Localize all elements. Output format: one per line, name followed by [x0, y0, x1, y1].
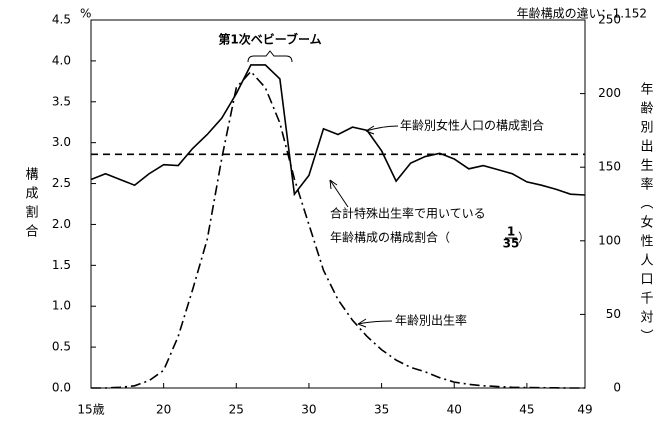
- y2-tick-label: 100: [598, 233, 621, 247]
- x-tick-label: 49: [577, 403, 592, 417]
- y-tick-label: 3.0: [52, 135, 71, 149]
- y-tick-label: 1.0: [52, 299, 71, 313]
- annotation: 第1次ベビーブーム: [218, 32, 321, 47]
- note: 年齢構成の違い：1.152: [517, 6, 647, 21]
- series-line: [91, 70, 585, 389]
- annotation: 年齢別出生率: [395, 313, 467, 328]
- leader: [329, 179, 349, 208]
- y2-tick-label: 50: [606, 307, 621, 321]
- y2-tick-label: 200: [598, 86, 621, 100]
- annotation: 年齢構成の構成割合（: [330, 230, 450, 245]
- x-tick-label: 25: [229, 403, 244, 417]
- annotation: 合計特殊出生率で用いている: [330, 206, 486, 221]
- fraction-denominator: 35: [503, 237, 520, 251]
- x-tick-label: 45: [519, 403, 534, 417]
- y-tick-label: 0.0: [52, 381, 71, 395]
- x-tick-label: 30: [301, 403, 316, 417]
- fraction-numerator: 1: [507, 225, 515, 239]
- y-tick-label: 2.0: [52, 217, 71, 231]
- y-axis-label: 構成割合: [23, 167, 39, 243]
- y-tick-label: 4.5: [52, 13, 71, 27]
- arrow: [357, 318, 367, 328]
- y2-axis-label: 年齢別出生率（女性人口千対）: [638, 82, 654, 348]
- leader: [365, 125, 399, 132]
- x-tick-label: 35: [374, 403, 389, 417]
- y-tick-label: 0.5: [52, 340, 71, 354]
- annotation: ）: [518, 231, 530, 245]
- y-tick-label: 4.0: [52, 53, 71, 67]
- leader: [357, 320, 393, 325]
- y-tick-label: 1.5: [52, 258, 71, 272]
- x-tick-label: 40: [447, 403, 462, 417]
- y-tick-label: 2.5: [52, 176, 71, 190]
- plot-frame: [90, 19, 586, 389]
- arrow: [329, 179, 338, 190]
- y-tick-label: 3.5: [52, 94, 71, 108]
- x-tick-label: 15歳: [77, 403, 104, 417]
- series-line: [90, 64, 586, 197]
- brace: [247, 50, 293, 63]
- x-tick-label: 20: [156, 403, 171, 417]
- y2-tick-label: 0: [613, 381, 621, 395]
- y2-tick-label: 250: [598, 13, 621, 27]
- annotation: 年齢別女性人口の構成割合: [400, 118, 544, 133]
- y2-tick-label: 150: [598, 160, 621, 174]
- y-unit: %: [80, 7, 91, 21]
